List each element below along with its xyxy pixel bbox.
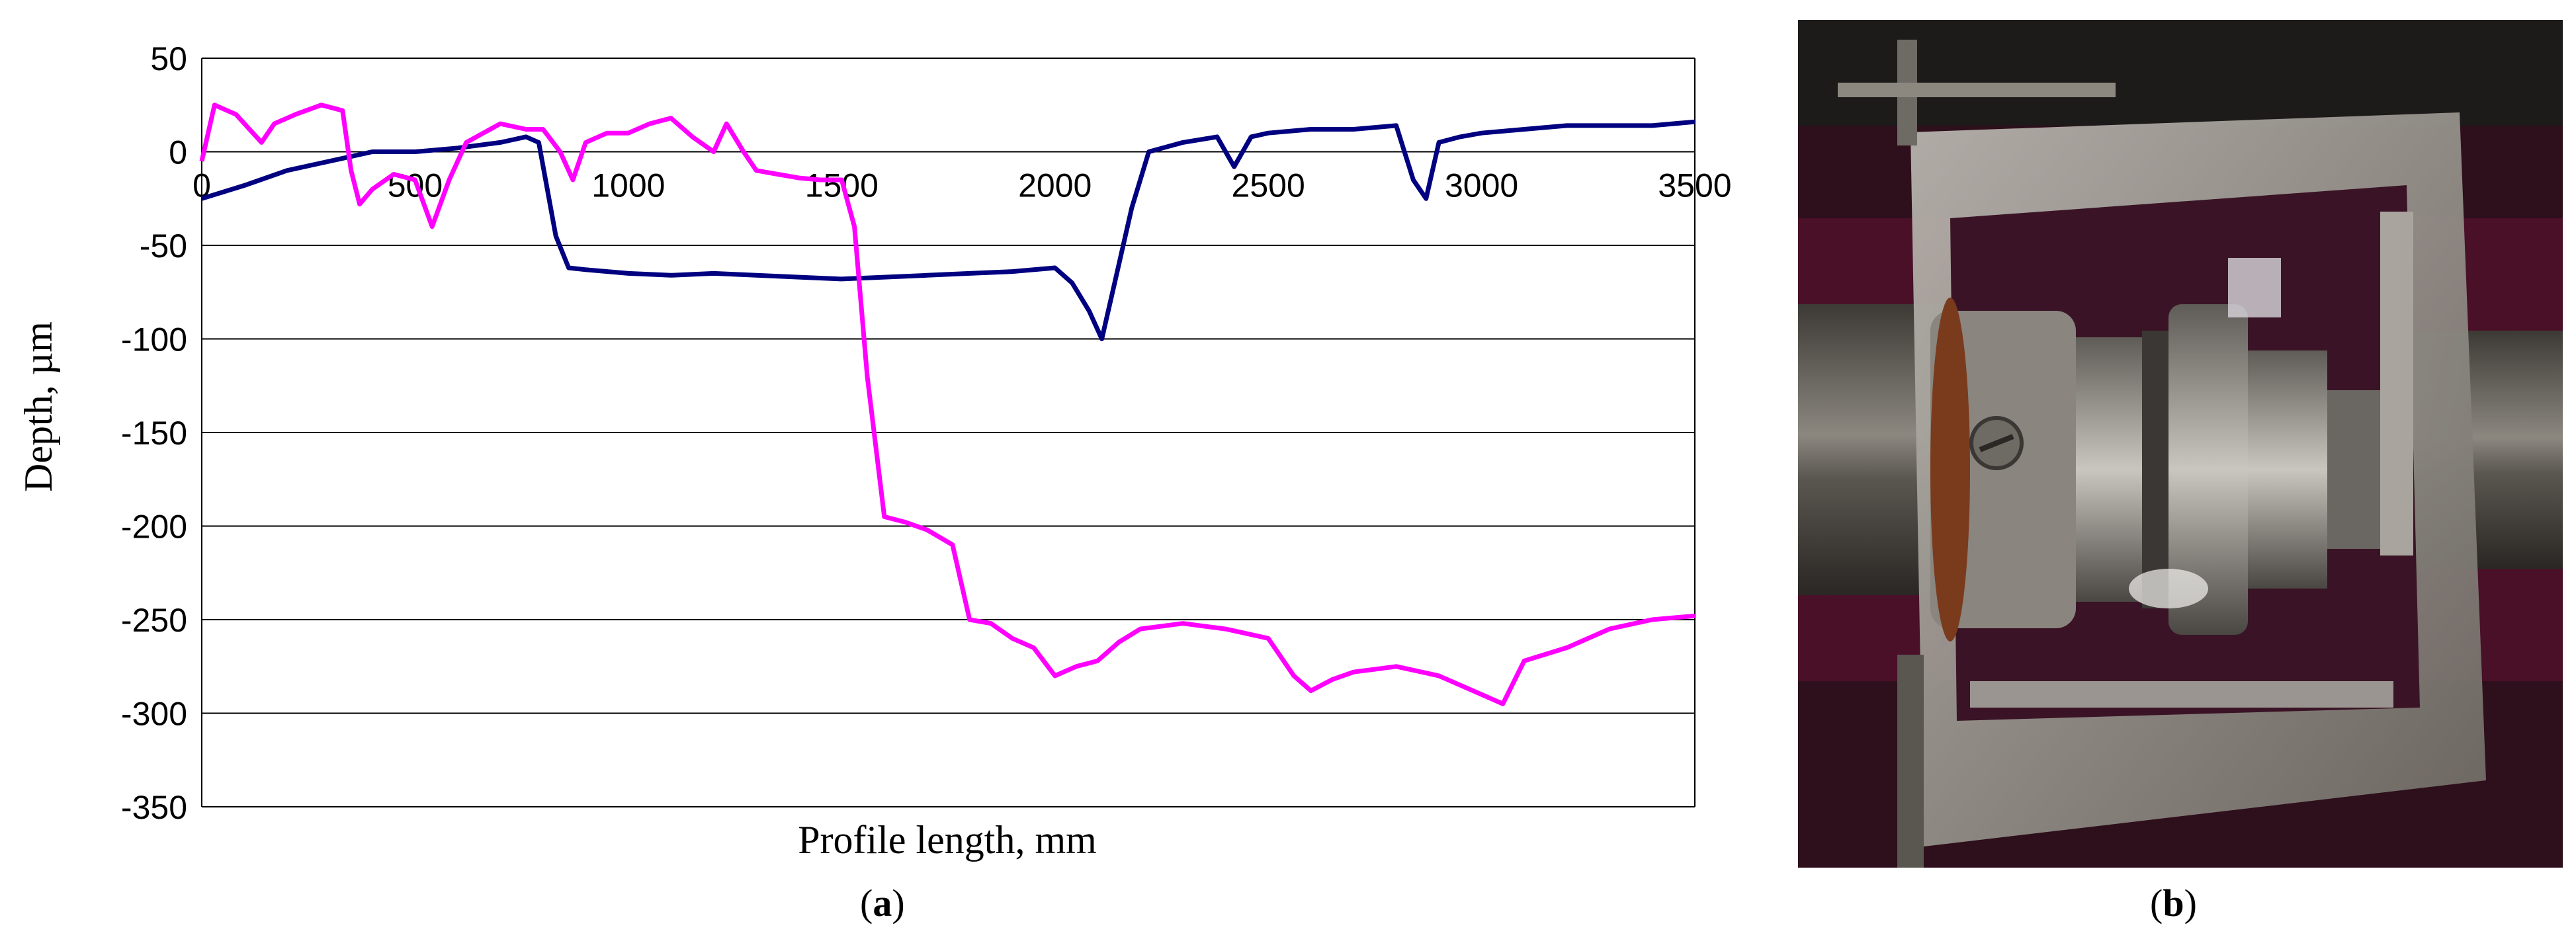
y-tick-label: -50 [140, 227, 187, 265]
x-tick-label: 3000 [1445, 167, 1518, 204]
y-tick-label: 50 [150, 40, 187, 77]
x-axis-title: Profile length, mm [798, 818, 1097, 862]
panel-b-label: (b) [2150, 882, 2197, 925]
y-tick-label: -300 [121, 696, 187, 733]
series-line-2 [199, 103, 1696, 706]
y-axis-title: Depth, µm [17, 321, 60, 492]
x-tick-label: 2500 [1232, 167, 1305, 204]
chart-tick-labels: 500-50-100-150-200-250-300-3500 500 1000 15… [121, 40, 1732, 826]
y-tick-label: -100 [121, 321, 187, 358]
x-tick-label: 2000 [1018, 167, 1092, 204]
y-tick-label: 0 [169, 134, 187, 171]
x-tick-label: 3500 [1658, 167, 1731, 204]
photo-of-machine-fixture [1798, 20, 2563, 868]
fixture-photo-illustration [1798, 20, 2563, 868]
panel-a-label: (a) [860, 882, 905, 925]
y-tick-label: -150 [121, 415, 187, 452]
y-tick-label: -250 [121, 602, 187, 639]
y-tick-label: -350 [121, 789, 187, 826]
x-tick-label: 1000 [591, 167, 665, 204]
series-line-1 [200, 119, 1696, 341]
chart-gridlines [201, 58, 1696, 807]
chart-series [199, 103, 1696, 706]
y-tick-label: -200 [121, 509, 187, 546]
depth-profile-chart: 500-50-100-150-200-250-300-3500 500 1000 15… [17, 40, 1732, 862]
